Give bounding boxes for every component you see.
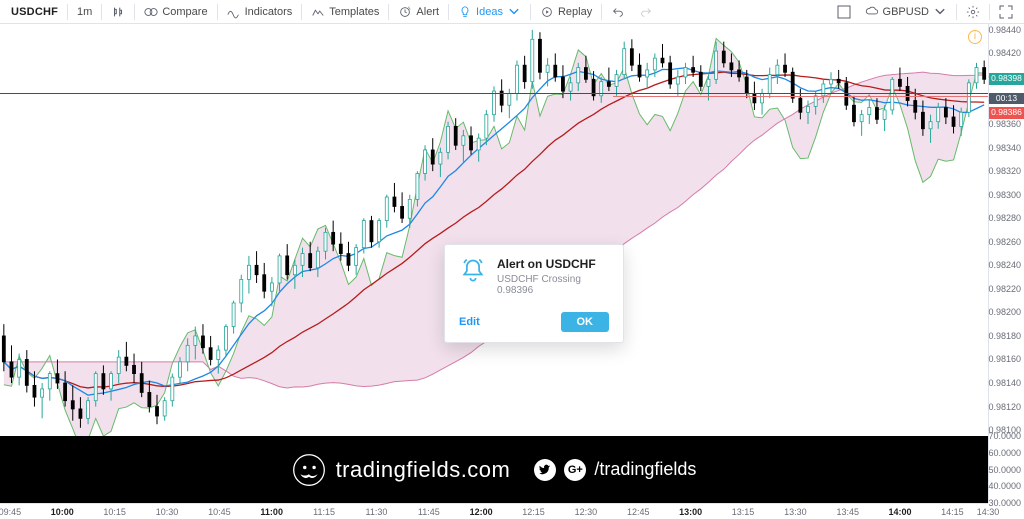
brand-text: tradingfields.com — [336, 457, 511, 483]
settings-button[interactable] — [959, 1, 987, 23]
compare-label: Compare — [162, 6, 207, 18]
undo-button[interactable] — [604, 1, 632, 23]
alert-ok-button[interactable]: OK — [561, 312, 610, 332]
gear-icon — [966, 5, 980, 19]
googleplus-icon: G+ — [564, 459, 586, 481]
layout-symbol-label: GBPUSD — [883, 6, 929, 18]
social-handle: /tradingfields — [594, 459, 696, 480]
indicators-button[interactable]: Indicators — [220, 1, 300, 23]
price-axis[interactable]: 0.981000.981200.981400.981600.981800.982… — [988, 24, 1024, 503]
fullscreen-icon — [999, 5, 1013, 19]
compare-icon — [144, 5, 158, 19]
layouts-button[interactable] — [830, 1, 858, 23]
bell-icon — [459, 257, 487, 285]
compare-button[interactable]: Compare — [137, 1, 214, 23]
time-axis[interactable]: 09:4510:0010:1510:3010:4511:0011:1511:30… — [0, 503, 988, 519]
ideas-button[interactable]: Ideas — [451, 1, 528, 23]
layouts-icon — [837, 5, 851, 19]
alert-subtitle: USDCHF Crossing 0.98396 — [497, 274, 609, 296]
alert-title: Alert on USDCHF — [497, 257, 609, 271]
sub-pane: tradingfields.com G+ /tradingfields — [0, 436, 988, 503]
alert-dialog: Alert on USDCHF USDCHF Crossing 0.98396 … — [444, 244, 624, 343]
replay-label: Replay — [558, 6, 592, 18]
symbol-button[interactable]: USDCHF — [4, 1, 65, 23]
price-pane[interactable]: i Alert on USDCHF USDCHF Crossing 0.9839… — [0, 24, 988, 436]
symbol-label: USDCHF — [11, 6, 58, 18]
undo-icon — [611, 5, 625, 19]
twitter-icon — [534, 459, 556, 481]
interval-label: 1m — [77, 6, 92, 18]
info-icon[interactable]: i — [968, 30, 982, 44]
alert-icon — [398, 5, 412, 19]
alert-edit-button[interactable]: Edit — [459, 316, 480, 328]
templates-button[interactable]: Templates — [304, 1, 386, 23]
cloud-icon — [865, 5, 879, 19]
replay-icon — [540, 5, 554, 19]
templates-label: Templates — [329, 6, 379, 18]
ideas-icon — [458, 5, 472, 19]
alert-button[interactable]: Alert — [391, 1, 446, 23]
chart-style-button[interactable] — [104, 1, 132, 23]
candlesticks — [0, 24, 988, 436]
redo-icon — [639, 5, 653, 19]
chevron-down-icon — [933, 5, 947, 19]
chevron-down-icon — [507, 5, 521, 19]
alert-price-line — [0, 93, 988, 94]
fullscreen-button[interactable] — [992, 1, 1020, 23]
secondary-alert-line — [613, 96, 988, 97]
saved-layout-button[interactable]: GBPUSD — [858, 1, 954, 23]
alert-label: Alert — [416, 6, 439, 18]
top-toolbar: USDCHF 1m Compare Indicators Templates A… — [0, 0, 1024, 24]
indicators-icon — [227, 5, 241, 19]
candles-icon — [111, 5, 125, 19]
redo-button[interactable] — [632, 1, 660, 23]
indicators-label: Indicators — [245, 6, 293, 18]
ideas-label: Ideas — [476, 6, 503, 18]
replay-button[interactable]: Replay — [533, 1, 599, 23]
brand-logo-icon — [292, 453, 326, 487]
interval-button[interactable]: 1m — [70, 1, 99, 23]
templates-icon — [311, 5, 325, 19]
watermark-banner: tradingfields.com G+ /tradingfields — [0, 436, 988, 503]
